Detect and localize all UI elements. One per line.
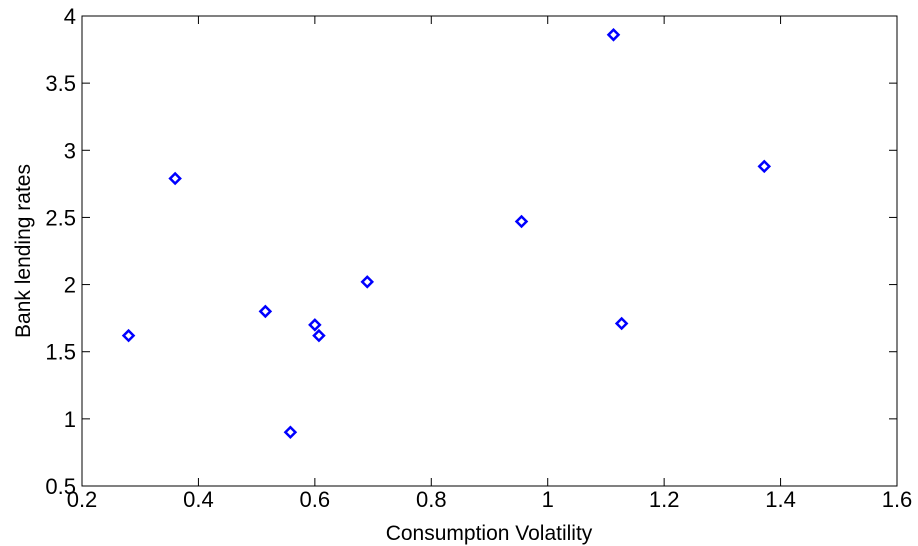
x-tick-labels: 0.2 0.4 0.6 0.8 1 1.2 1.4 1.6 — [67, 487, 913, 512]
x-tick-label: 0.6 — [300, 487, 331, 512]
x-tick-label: 1 — [542, 487, 554, 512]
x-tick-label: 0.2 — [67, 487, 98, 512]
y-tick-label: 0.5 — [45, 474, 76, 499]
y-tick-labels: 0.5 1 1.5 2 2.5 3 3.5 4 — [45, 4, 76, 499]
y-tick-label: 3.5 — [45, 71, 76, 96]
data-point — [283, 425, 298, 440]
x-tick-label: 0.4 — [183, 487, 214, 512]
y-axis-label: Bank lending rates — [12, 164, 35, 338]
y-tick-label: 3 — [64, 138, 76, 163]
y-tick-label: 2 — [64, 273, 76, 298]
data-point — [514, 214, 529, 229]
x-tick-label: 1.6 — [882, 487, 913, 512]
data-point — [757, 159, 772, 174]
data-point — [312, 328, 326, 343]
x-tick-label: 0.8 — [416, 487, 447, 512]
data-point — [168, 171, 182, 186]
y-tick-label: 2.5 — [45, 205, 76, 230]
data-point — [258, 304, 273, 319]
data-point — [606, 28, 621, 42]
plot-area — [81, 15, 898, 487]
data-point — [614, 316, 629, 331]
x-axis-label: Consumption Volatility — [386, 522, 593, 545]
x-tick-label: 1.4 — [765, 487, 796, 512]
y-tick-label: 1.5 — [45, 340, 76, 365]
y-tick-label: 1 — [64, 407, 76, 432]
y-tick-label: 4 — [64, 4, 76, 29]
data-points — [121, 28, 772, 440]
data-point — [308, 318, 322, 332]
data-point — [121, 328, 136, 343]
axis-ticks — [81, 15, 898, 487]
data-point — [360, 275, 375, 289]
x-tick-label: 1.2 — [649, 487, 680, 512]
